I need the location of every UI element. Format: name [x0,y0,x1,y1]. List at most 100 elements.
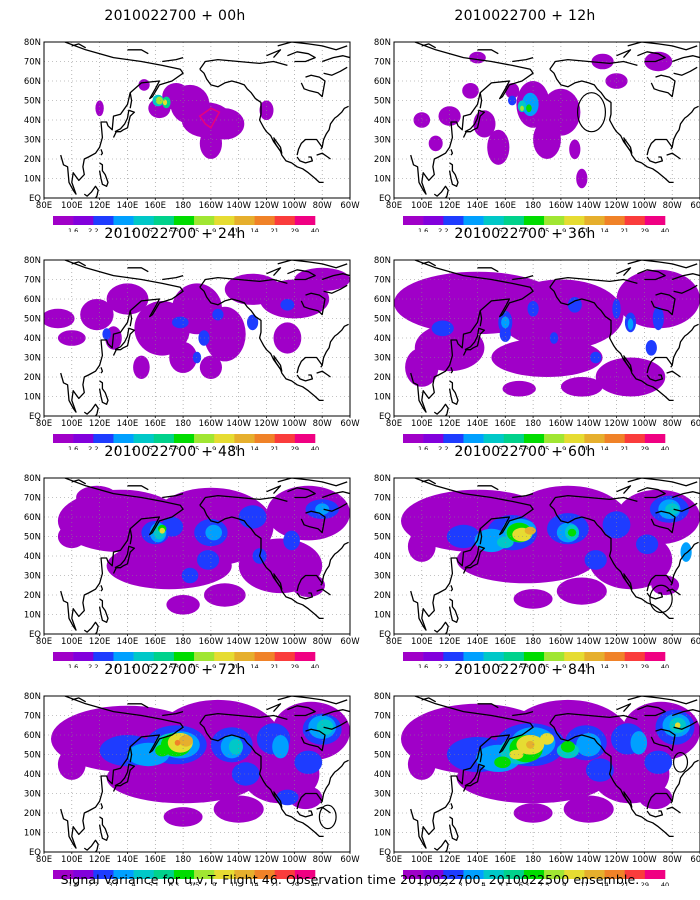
coastline [129,528,133,545]
variance-region [44,308,75,329]
variance-map: 80E 100E 120E 140E 160E 180 160W 140W 120W 100W 80… [24,692,360,886]
coastline [98,598,109,623]
coastline [296,156,314,164]
lon-tick-label: 180 [525,201,541,211]
lat-tick-label: 20N [374,809,391,819]
panel-title: 2010022700 + 36h [454,226,596,242]
coastline [410,696,534,849]
coastline [477,49,499,55]
coastline [277,696,348,705]
variance-region [172,316,189,329]
coastline [646,592,664,600]
lon-tick-label: 100W [632,855,657,865]
coastline [410,260,534,413]
coastline [421,261,437,267]
lon-tick-label: 80W [663,419,683,429]
colorbar-swatch [93,652,114,661]
lon-tick-label: 120W [604,419,629,429]
lat-tick-label: 30N [374,790,391,800]
colorbar-swatch [544,216,565,225]
colorbar-swatch [624,652,646,661]
colorbar-label: 9 [562,663,566,668]
coastline [410,42,534,195]
colorbar-label: 2.2 [88,227,98,232]
coastline [650,510,676,534]
coastline [627,260,698,269]
lon-tick-label: 60W [340,201,360,211]
coastline [323,502,348,512]
lon-tick-label: 120E [89,855,111,865]
variance-region [102,328,111,340]
coastline [671,491,700,499]
colorbar-swatch [544,652,565,661]
lat-tick-label: EQ [29,412,41,422]
colorbar-label: 6.3 [519,445,529,450]
variance-region [602,511,631,539]
variance-region [199,127,222,159]
colorbar-swatch [294,216,316,225]
coastlines [60,478,350,634]
colorbar-label: 9 [562,881,566,886]
coastline [549,286,674,402]
lat-tick-label: 80N [374,256,391,266]
lon-tick-label: 140E [467,201,489,211]
map-panel: 2010022700 + 72h 80E 100E 120E 140E 160E 180 16… [0,654,360,886]
colorbar: 1.6 2.2 3.1 4 5.1 6.3 7.5 9 11 14 21 29 40 [53,870,319,886]
coastline [666,806,681,814]
lat-tick-label: 80N [374,38,391,48]
lat-tick-label: 60N [24,77,41,87]
lat-tick-label: 60N [374,295,391,305]
colorbar-label: 6.3 [169,881,179,886]
contour-outline [577,92,607,133]
colorbar-swatch [604,216,625,225]
lat-tick-label: 30N [24,136,41,146]
colorbar-swatch [274,434,296,443]
coastline [112,545,136,574]
shaded-field [51,699,350,827]
colorbar-swatch [463,870,484,879]
contour-outline [672,751,689,773]
grid-lines [44,696,350,852]
coastline [272,137,283,154]
coastline [433,185,449,198]
colorbar-swatch [173,652,195,661]
colorbar-label: 29 [641,445,649,450]
panel-title: 2010022700 + 24h [104,226,246,242]
colorbar-swatch [584,870,605,879]
coastline [671,323,699,366]
lat-tick-label: 60N [24,295,41,305]
coastline [622,791,633,808]
variance-region [428,135,443,152]
coastline [646,374,664,382]
colorbar-label: 7.5 [539,227,549,232]
grid-lines [394,260,700,416]
variance-region [680,542,692,562]
lon-tick-label: 140W [226,637,251,647]
colorbar-swatch [214,652,235,661]
colorbar-label: 11 [580,663,588,668]
coastline [650,728,676,752]
coastline [98,380,109,405]
variance-region [586,758,614,782]
coastline [296,592,314,600]
coastline [646,574,673,592]
coastline [512,56,534,63]
colorbar-swatch [254,216,275,225]
map-panel: 2010022700 + 24h 80E 100E 120E 140E 160E 180 16… [0,218,360,450]
colorbar-swatch [463,216,484,225]
colorbar-swatch [73,216,94,225]
coastline [323,284,348,294]
coastline [616,703,632,713]
coastline [616,267,632,277]
lon-tick-label: 80E [386,637,402,647]
lat-tick-label: 10N [24,611,41,621]
colorbar-label: 4 [482,227,486,232]
colorbar-swatch [584,652,605,661]
coastline [433,621,449,634]
lon-tick-label: 160W [549,419,574,429]
lat-tick-label: 80N [24,692,41,702]
colorbar-swatch [274,652,296,661]
coastline [71,43,87,49]
coastline [450,367,454,374]
variance-region [231,762,260,786]
